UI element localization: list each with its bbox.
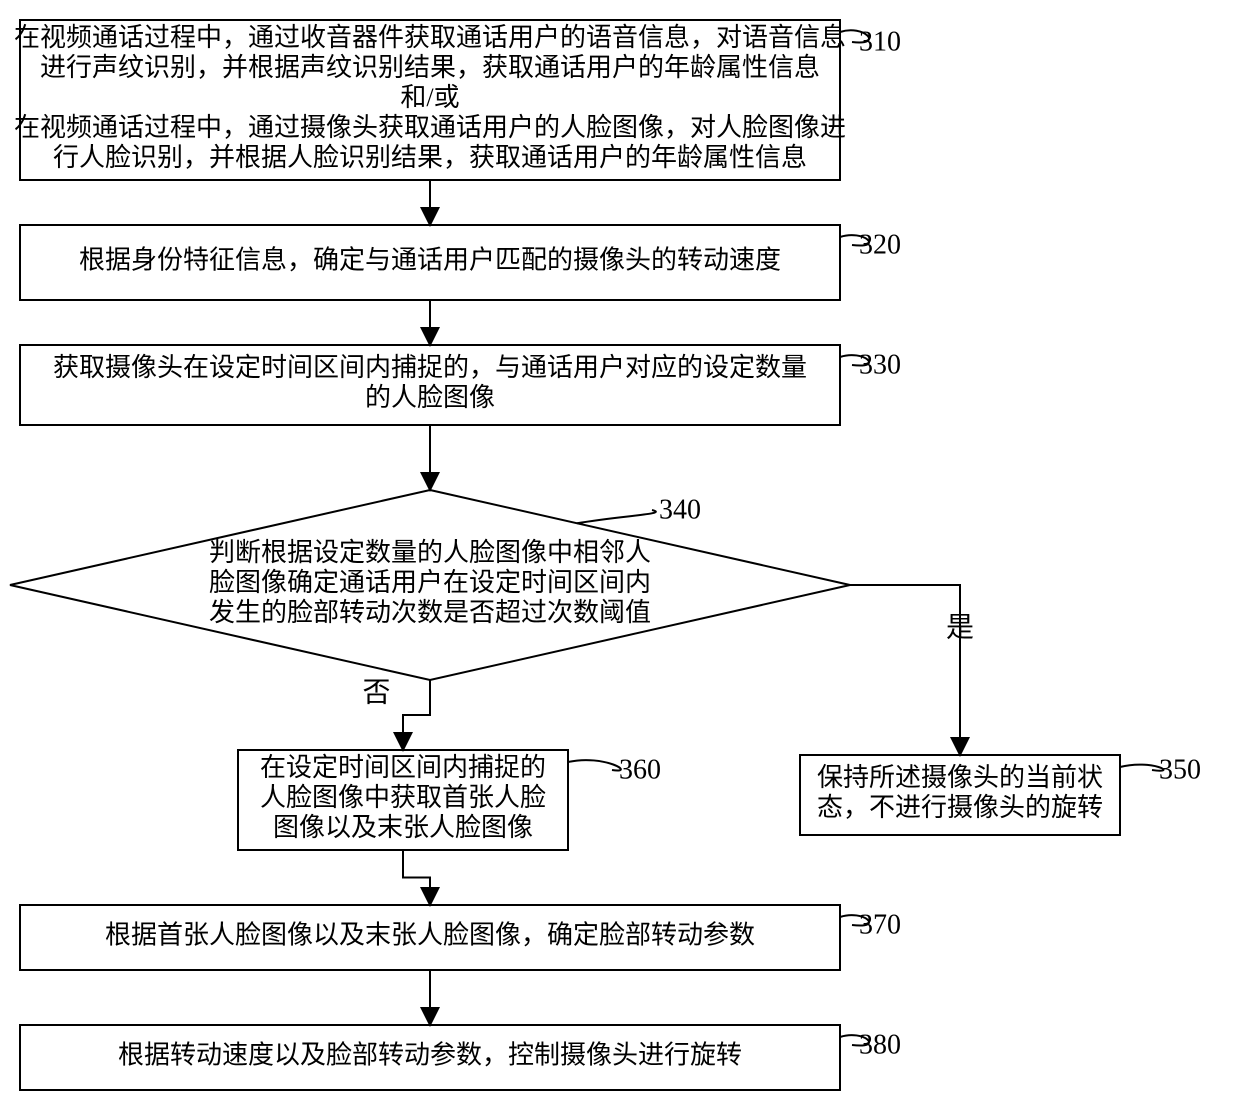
node-text: 态，不进行摄像头的旋转	[817, 793, 1103, 822]
leader-line	[1120, 765, 1163, 771]
node-text: 根据转动速度以及脸部转动参数，控制摄像头进行旋转	[118, 1040, 742, 1069]
node-text: 判断根据设定数量的人脸图像中相邻人	[209, 538, 651, 567]
step-label: 330	[859, 349, 901, 380]
node-text: 的人脸图像	[365, 383, 495, 412]
node-text: 人脸图像中获取首张人脸	[260, 783, 546, 812]
node-text: 脸图像确定通话用户在设定时间区间内	[209, 568, 651, 597]
step-label: 310	[859, 26, 901, 57]
edge-label: 是	[946, 612, 974, 643]
node-text: 在设定时间区间内捕捉的	[260, 753, 546, 782]
step-label: 320	[859, 229, 901, 260]
flow-edge	[403, 680, 430, 750]
node-text: 图像以及末张人脸图像	[273, 813, 533, 842]
node-text: 保持所述摄像头的当前状	[817, 763, 1103, 792]
node-text: 发生的脸部转动次数是否超过次数阈值	[209, 598, 651, 627]
flow-node-n350: 保持所述摄像头的当前状态，不进行摄像头的旋转	[800, 755, 1120, 835]
edge-label: 否	[362, 677, 390, 708]
flow-edge	[403, 850, 430, 905]
flow-node-n340: 判断根据设定数量的人脸图像中相邻人脸图像确定通话用户在设定时间区间内发生的脸部转…	[10, 490, 850, 680]
node-text: 根据首张人脸图像以及末张人脸图像，确定脸部转动参数	[105, 920, 755, 949]
step-label: 360	[619, 754, 661, 785]
node-text: 根据身份特征信息，确定与通话用户匹配的摄像头的转动速度	[79, 245, 781, 274]
node-text: 行人脸识别，并根据人脸识别结果，获取通话用户的年龄属性信息	[53, 143, 807, 172]
flow-node-n320: 根据身份特征信息，确定与通话用户匹配的摄像头的转动速度	[20, 225, 840, 300]
leader-line	[577, 510, 656, 523]
step-label: 350	[1159, 754, 1201, 785]
flow-node-n330: 获取摄像头在设定时间区间内捕捉的，与通话用户对应的设定数量的人脸图像	[20, 345, 840, 425]
flow-node-n370: 根据首张人脸图像以及末张人脸图像，确定脸部转动参数	[20, 905, 840, 970]
node-text: 在视频通话过程中，通过收音器件获取通话用户的语音信息，对语音信息	[14, 23, 846, 52]
node-text: 和/或	[400, 83, 459, 112]
flow-edge	[850, 585, 960, 755]
node-text: 在视频通话过程中，通过摄像头获取通话用户的人脸图像，对人脸图像进	[14, 113, 846, 142]
node-text: 进行声纹识别，并根据声纹识别结果，获取通话用户的年龄属性信息	[40, 53, 820, 82]
step-label: 340	[659, 494, 701, 525]
step-label: 370	[859, 909, 901, 940]
step-label: 380	[859, 1029, 901, 1060]
flow-node-n380: 根据转动速度以及脸部转动参数，控制摄像头进行旋转	[20, 1025, 840, 1090]
leader-line	[568, 760, 621, 770]
flow-node-n360: 在设定时间区间内捕捉的人脸图像中获取首张人脸图像以及末张人脸图像	[238, 750, 568, 850]
node-text: 获取摄像头在设定时间区间内捕捉的，与通话用户对应的设定数量	[53, 353, 807, 382]
flow-node-n310: 在视频通话过程中，通过收音器件获取通话用户的语音信息，对语音信息进行声纹识别，并…	[14, 20, 846, 180]
